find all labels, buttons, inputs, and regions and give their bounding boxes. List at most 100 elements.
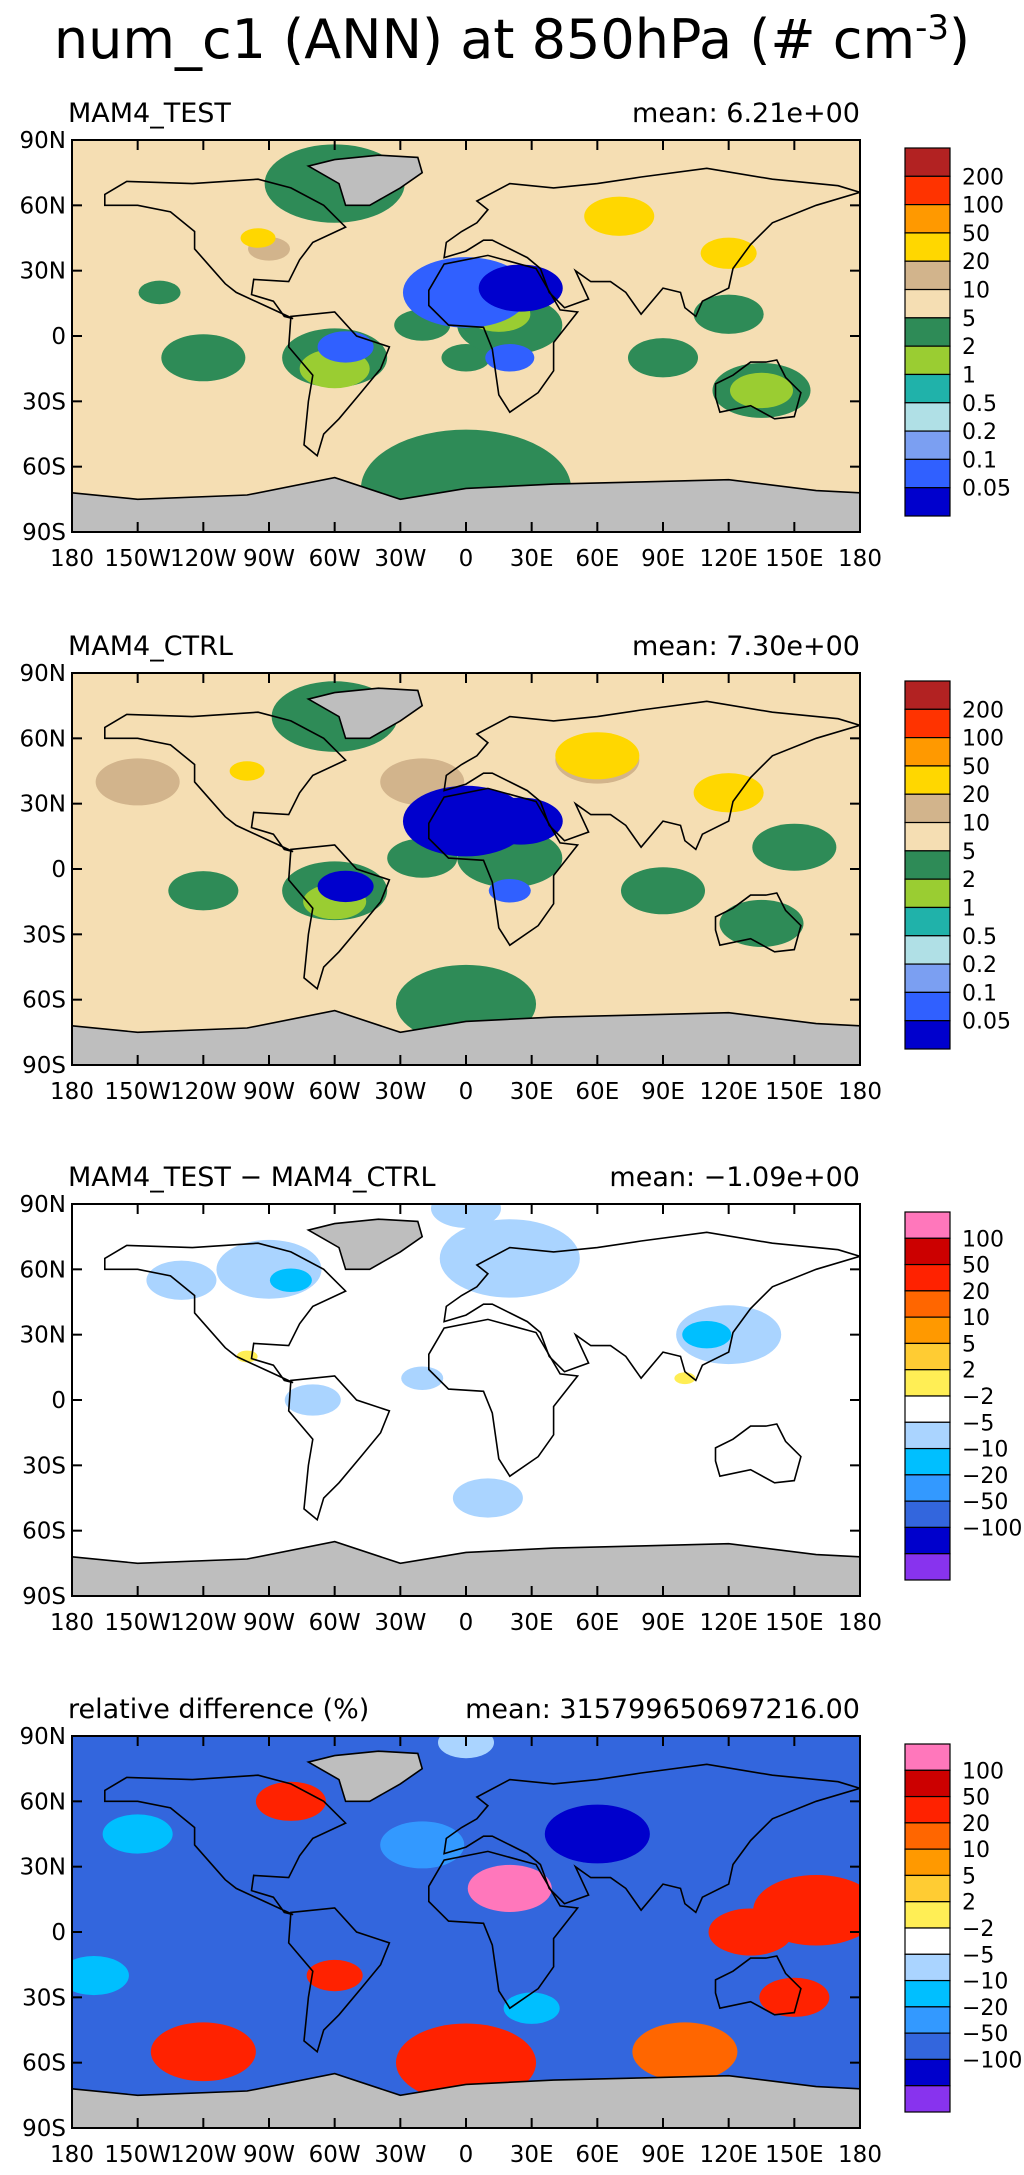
colorbar-swatch xyxy=(904,1500,951,1529)
field-region-4 xyxy=(441,344,491,372)
field-region-18 xyxy=(317,331,374,363)
colorbar-label: 10 xyxy=(962,279,990,304)
y-tick-label: 60N xyxy=(20,193,66,219)
colorbar-swatch xyxy=(904,1795,951,1824)
x-tick-label: 120E xyxy=(699,1610,757,1636)
colorbar-swatch xyxy=(904,1447,951,1476)
x-tick-label: 180 xyxy=(838,1079,882,1105)
x-tick-label: 30E xyxy=(510,1610,554,1636)
x-tick-label: 90W xyxy=(243,1079,295,1105)
colorbar-label: 20 xyxy=(962,250,990,275)
land-north-america xyxy=(104,1242,347,1384)
land-south-america xyxy=(287,311,391,458)
y-tick-label: 90N xyxy=(20,128,66,154)
colorbar-label: −20 xyxy=(962,1464,1008,1489)
x-tick-label: 180 xyxy=(50,546,94,572)
x-tick-label: 180 xyxy=(50,1079,94,1105)
colorbar-swatch xyxy=(904,1953,951,1982)
colorbar-label: 5 xyxy=(962,1864,976,1889)
field-region-7 xyxy=(467,1864,552,1912)
x-tick-label: 180 xyxy=(50,1610,94,1636)
x-tick-label: 90E xyxy=(641,1610,685,1636)
field-region-20 xyxy=(584,196,655,236)
colorbar: 200 100 50 20 10 5 2 1 0.5 0.2 0.1 0.05 xyxy=(904,680,1011,1050)
field-region-17 xyxy=(488,879,531,903)
field-region-5 xyxy=(627,338,699,378)
field-region-15 xyxy=(729,372,794,409)
land-australia xyxy=(714,1423,802,1484)
colorbar-swatch xyxy=(904,963,951,993)
colorbar-swatch xyxy=(904,1743,951,1771)
x-tick-label: 120W xyxy=(170,1610,237,1636)
colorbar-swatch xyxy=(904,765,951,795)
land-eurasia xyxy=(443,1231,860,1382)
land-south-america xyxy=(287,844,391,991)
map-panel-3: 180 150W 120W 90W 60W 30W 0 30E 60E 90E 120E 150E 18… xyxy=(20,1162,1023,1636)
field-region-6 xyxy=(255,1781,326,1821)
x-tick-label: 0 xyxy=(459,2142,474,2168)
colorbar-label: 100 xyxy=(962,1759,1004,1784)
field-region-9 xyxy=(693,294,764,334)
colorbar-label: −20 xyxy=(962,1996,1008,2021)
colorbar-label: 5 xyxy=(962,840,976,865)
field-region-6 xyxy=(452,1478,523,1518)
colorbar-label: 50 xyxy=(962,1254,990,1279)
colorbar-label: 10 xyxy=(962,1838,990,1863)
x-tick-label: 30W xyxy=(374,2142,426,2168)
colorbar-label: −10 xyxy=(962,1970,1008,1995)
colorbar-label: 100 xyxy=(962,1227,1004,1252)
field-region-17 xyxy=(478,264,563,312)
panel-title: MAM4_CTRL xyxy=(68,631,233,662)
x-tick-label: 30W xyxy=(374,1079,426,1105)
land-antarctica xyxy=(72,2072,860,2128)
colorbar-label: 100 xyxy=(962,727,1004,752)
field-region-1 xyxy=(95,758,180,806)
colorbar-label: 100 xyxy=(962,194,1004,219)
x-tick-label: 60E xyxy=(575,1079,619,1105)
field-region-5 xyxy=(620,867,706,915)
colorbar-label: 1 xyxy=(962,363,976,388)
y-tick-label: 30S xyxy=(22,1453,66,1479)
field-region-12 xyxy=(430,1204,502,1228)
x-tick-label: 30E xyxy=(510,2142,554,2168)
x-tick-label: 90E xyxy=(641,2142,685,2168)
land-eurasia xyxy=(443,700,860,851)
y-tick-label: 0 xyxy=(51,1388,66,1414)
field-region-13 xyxy=(102,1814,173,1854)
colorbar-swatch xyxy=(904,1901,951,1929)
colorbar-label: 50 xyxy=(962,222,990,247)
x-tick-label: 150W xyxy=(104,1610,171,1636)
colorbar-label: 5 xyxy=(962,307,976,332)
colorbar-label: 0.5 xyxy=(962,925,997,950)
land-australia xyxy=(714,892,802,953)
x-tick-label: 60W xyxy=(309,546,361,572)
x-tick-label: 120W xyxy=(170,546,237,572)
colorbar-swatch xyxy=(904,1316,951,1345)
colorbar-label: 2 xyxy=(962,1891,976,1916)
colorbar-label: −50 xyxy=(962,2022,1008,2047)
x-tick-label: 30W xyxy=(374,546,426,572)
colorbar-swatch xyxy=(904,1237,951,1266)
field-region-19 xyxy=(693,773,764,813)
y-tick-label: 90S xyxy=(22,520,66,546)
field-region-8 xyxy=(306,1959,363,1992)
colorbar-swatch xyxy=(904,260,951,291)
colorbar-label: 2 xyxy=(962,1359,976,1384)
land-australia xyxy=(714,359,802,420)
colorbar-label: 10 xyxy=(962,1306,990,1331)
x-tick-label: 180 xyxy=(838,2142,882,2168)
y-tick-label: 30S xyxy=(22,922,66,948)
colorbar-swatch xyxy=(904,737,951,767)
colorbar-swatch xyxy=(904,991,951,1022)
colorbar-label: −2 xyxy=(962,1917,994,1942)
land-north-america xyxy=(104,178,347,320)
x-tick-label: 120E xyxy=(699,2142,757,2168)
colorbar-swatch xyxy=(904,175,951,206)
colorbar-swatch xyxy=(904,878,951,909)
colorbar-label: 20 xyxy=(962,1812,990,1837)
x-tick-label: 90W xyxy=(243,2142,295,2168)
colorbar-label: 5 xyxy=(962,1332,976,1357)
land-greenland xyxy=(306,1218,424,1271)
x-tick-label: 180 xyxy=(838,1610,882,1636)
field-region-18 xyxy=(555,732,640,780)
